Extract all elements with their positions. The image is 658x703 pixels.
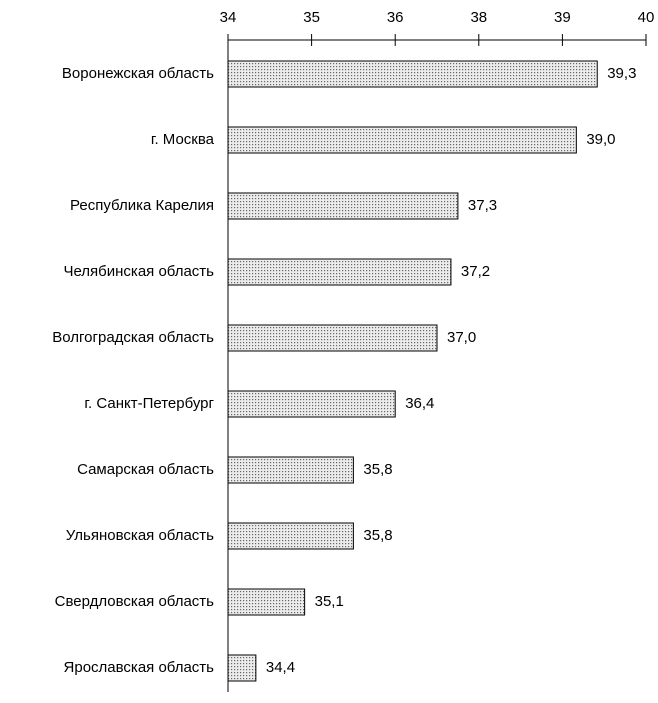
x-tick-label: 38 xyxy=(470,9,487,26)
value-label: 34,4 xyxy=(266,659,295,676)
bar xyxy=(227,456,354,484)
value-label: 37,0 xyxy=(447,329,476,346)
x-tick-label: 40 xyxy=(638,9,655,26)
value-label: 35,8 xyxy=(363,461,392,478)
category-label: Ульяновская область xyxy=(66,527,214,544)
bar xyxy=(227,126,577,154)
bar xyxy=(227,192,459,220)
x-tick-label: 35 xyxy=(303,9,320,26)
category-label: Волгоградская область xyxy=(52,329,214,346)
category-label: Челябинская область xyxy=(63,263,214,280)
category-label: Самарская область xyxy=(77,461,214,478)
bar xyxy=(227,588,306,616)
bar xyxy=(227,258,452,286)
bar xyxy=(227,390,396,418)
bar xyxy=(227,60,598,88)
category-label: г. Москва xyxy=(151,131,215,148)
value-label: 35,8 xyxy=(363,527,392,544)
value-label: 35,1 xyxy=(315,593,344,610)
value-label: 39,3 xyxy=(607,65,636,82)
x-tick-label: 36 xyxy=(387,9,404,26)
x-tick-label: 39 xyxy=(554,9,571,26)
category-label: Ярославская область xyxy=(64,659,215,676)
bar xyxy=(227,654,257,682)
category-label: г. Санкт-Петербург xyxy=(84,395,214,412)
category-label: Республика Карелия xyxy=(70,197,214,214)
value-label: 36,4 xyxy=(405,395,434,412)
bar xyxy=(227,522,354,550)
value-label: 37,2 xyxy=(461,263,490,280)
bar xyxy=(227,324,438,352)
value-label: 37,3 xyxy=(468,197,497,214)
x-tick-label: 34 xyxy=(220,9,237,26)
category-label: Свердловская область xyxy=(55,593,215,610)
value-label: 39,0 xyxy=(586,131,615,148)
category-label: Воронежская область xyxy=(62,65,214,82)
